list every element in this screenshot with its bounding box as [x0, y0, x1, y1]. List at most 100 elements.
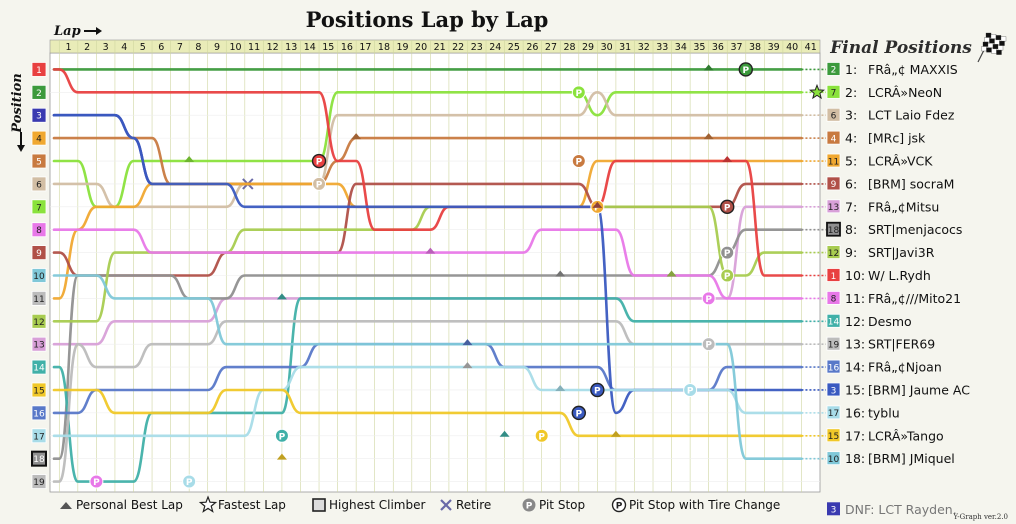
lap-tick-label: 11 — [248, 42, 260, 53]
final-position-row: 2 1: FRâ„¢ MAXXIS — [826, 62, 958, 77]
grid-box — [826, 221, 841, 237]
final-position-number: 5: — [845, 154, 857, 169]
grid-number: 15 — [828, 432, 839, 442]
series-18 — [52, 274, 826, 460]
lap-tick-label: 24 — [489, 42, 501, 53]
lap-arrow-head — [96, 27, 102, 35]
driver-name: LCT Laio Fdez — [868, 108, 955, 123]
personal-best-marker — [703, 64, 714, 71]
start-position-box: 12 — [31, 313, 47, 329]
start-position-label: 16 — [33, 409, 45, 419]
pit-tire-letter-icon: P — [616, 502, 623, 512]
final-position-row: 4 4: [MRc] jsk — [826, 131, 926, 146]
pit-stop-tire-marker: P — [311, 153, 327, 169]
grid-box — [826, 336, 841, 351]
personal-best-marker — [276, 293, 287, 300]
lap-tick-label: 15 — [322, 42, 334, 53]
final-position-number: 13: — [845, 337, 865, 352]
start-position-box: 4 — [31, 130, 47, 146]
lap-tick-label: 1 — [66, 42, 72, 53]
lap-header — [49, 39, 821, 54]
pit-stop-circle — [89, 474, 104, 489]
grid-number: 7 — [831, 89, 837, 99]
pit-stop-marker: P — [274, 428, 289, 443]
pit-stop-circle — [182, 474, 197, 489]
driver-name: FRâ„¢Mitsu — [868, 199, 939, 214]
final-position-number: 15: — [845, 382, 865, 397]
grid-number: 12 — [828, 249, 839, 259]
series-lines — [52, 68, 826, 483]
grid-box — [826, 268, 841, 282]
series-3 — [52, 91, 826, 209]
personal-best-marker — [592, 201, 603, 208]
pit-stop-circle — [312, 176, 327, 191]
grid-number: 4 — [831, 134, 837, 144]
x-icon — [440, 499, 452, 511]
final-position-number: 4: — [845, 131, 857, 146]
final-position-row: 13 7: FRâ„¢Mitsu — [826, 199, 939, 214]
grid-box — [826, 428, 841, 443]
grid-box — [826, 153, 841, 168]
pit-stop-circle — [738, 62, 753, 77]
final-position-row: 11 5: LCRÂ»VCK — [826, 153, 933, 169]
lap-tick-label: 17 — [359, 42, 371, 53]
grid-number: 6 — [831, 112, 837, 122]
grid-number: 3 — [831, 506, 837, 516]
legend: Personal Best Lap Fastest Lap Highest Clim… — [60, 495, 1008, 521]
driver-name: Desmo — [868, 314, 912, 329]
pit-stop-circle — [683, 382, 698, 397]
flag-square — [992, 44, 999, 50]
grid-number: 2 — [831, 66, 837, 76]
start-box — [31, 405, 47, 421]
flag-square — [1000, 36, 1007, 42]
start-position-box: 11 — [31, 290, 47, 306]
grid-number: 3 — [831, 386, 837, 396]
start-position-label: 19 — [33, 478, 45, 488]
flag-square — [986, 47, 992, 53]
legend-retire-label: Retire — [456, 498, 491, 512]
personal-best-marker — [499, 430, 510, 437]
personal-best-marker — [462, 339, 473, 346]
pit-stop-letter: P — [575, 89, 582, 99]
grid-box — [826, 382, 841, 397]
lap-tick-label: 5 — [140, 42, 146, 53]
flag-square — [996, 49, 1002, 55]
lap-tick-label: 4 — [121, 42, 127, 53]
flag-square — [981, 46, 987, 52]
grid-number: 17 — [828, 409, 839, 419]
pit-stop-circle — [701, 337, 716, 352]
lap-tick-label: 21 — [434, 42, 446, 53]
dnf-row: 3 DNF: LCT Rayden. — [827, 502, 957, 517]
pit-stop-tire-marker: P — [720, 199, 735, 215]
grid-number: 16 — [828, 363, 840, 373]
start-position-label: 2 — [36, 89, 42, 99]
lap-tick-label: 12 — [267, 42, 279, 53]
flag-square — [994, 39, 1000, 45]
personal-best-marker — [610, 430, 621, 437]
driver-name: [BRM] Jaume AC — [868, 382, 970, 397]
final-position-number: 9: — [845, 245, 857, 260]
legend-personal-best: Personal Best Lap — [60, 498, 183, 512]
final-position-row: 12 9: SRT|Javi3R — [826, 245, 935, 260]
legend-personal-best-label: Personal Best Lap — [76, 498, 183, 512]
markers: P P P P P P P P P P P P P P P P P P — [89, 62, 826, 489]
flag-square — [999, 40, 1005, 46]
position-arrow-head — [17, 145, 25, 152]
start-box — [31, 268, 47, 283]
personal-best-marker — [555, 384, 566, 391]
lap-tick-label: 36 — [712, 42, 724, 53]
lap-tick-label: 27 — [545, 42, 557, 53]
start-position-box: 13 — [31, 336, 47, 352]
driver-name: LCRÂ»NeoN — [868, 85, 942, 100]
pit-stop-letter: P — [316, 158, 323, 168]
driver-name: SRT|menjacocs — [868, 222, 962, 237]
personal-best-marker — [425, 247, 436, 254]
start-box — [31, 130, 47, 146]
lap-tick-label: 13 — [285, 42, 297, 53]
start-position-label: 10 — [33, 272, 45, 282]
pit-stop-marker: P — [534, 428, 549, 443]
start-box — [31, 153, 47, 169]
start-position-box: 9 — [31, 245, 47, 261]
pit-stop-letter: P — [724, 249, 731, 259]
